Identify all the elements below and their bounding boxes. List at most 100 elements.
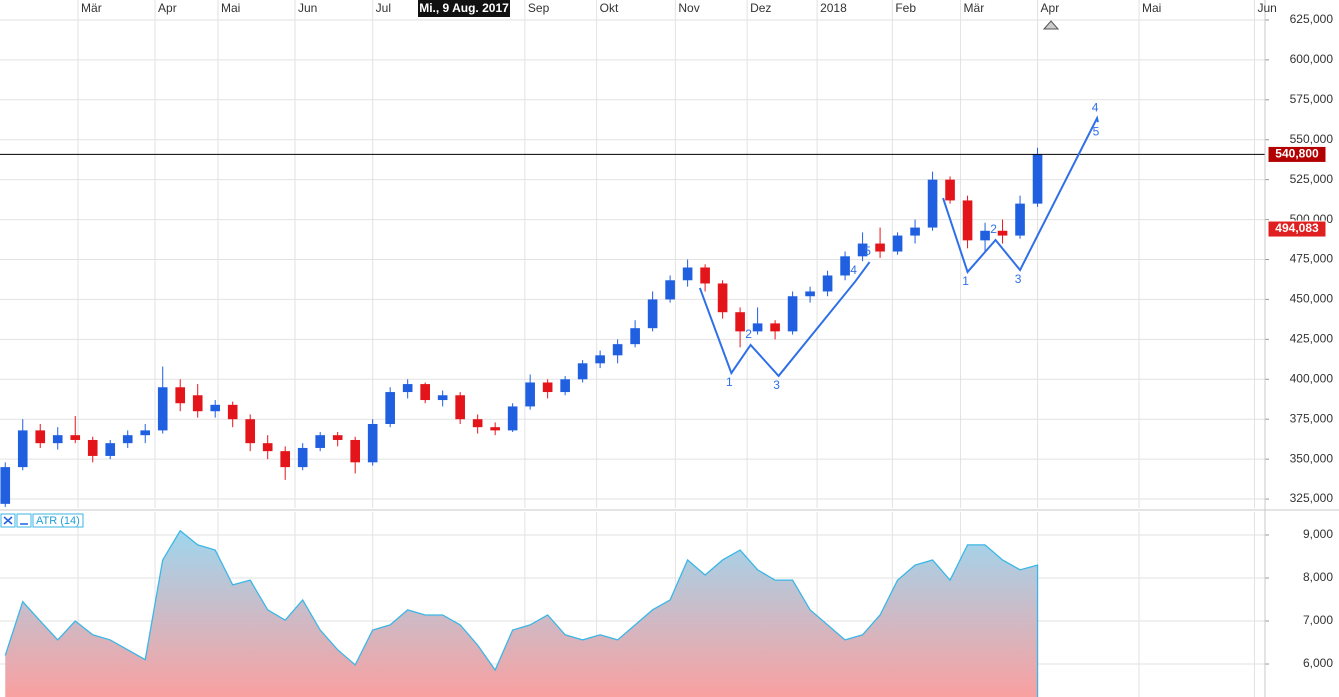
candle-body (385, 392, 395, 424)
candle-body (927, 179, 938, 228)
candle-body (210, 404, 221, 412)
candle-body (997, 230, 1008, 236)
y-tick-label: 625,000 (1290, 12, 1334, 26)
candle-body (735, 312, 745, 332)
today-marker[interactable] (1042, 20, 1060, 30)
x-tick-label: Apr (1041, 1, 1060, 15)
y-tick-label: 350,000 (1290, 451, 1334, 465)
candle-body (980, 230, 990, 241)
candle-body (122, 435, 133, 444)
x-tick-label: Jun (298, 1, 317, 15)
candle-body (472, 419, 483, 428)
candle-body (787, 296, 798, 332)
indicator-label-box[interactable] (32, 513, 84, 528)
candle-body (1032, 154, 1043, 204)
candle-body (367, 423, 378, 463)
x-tick-label: 2018 (820, 1, 847, 15)
x-tick-label: Jul (376, 1, 391, 15)
y-tick-label: 375,000 (1290, 411, 1334, 425)
x-tick-label: Mai (221, 1, 240, 15)
x-tick-label: Apr (158, 1, 177, 15)
candle-body (717, 283, 728, 313)
x-tick-label: Sep (528, 1, 550, 15)
candle-body (525, 382, 535, 407)
wave-label: 3 (773, 378, 780, 392)
candle-body (297, 447, 308, 468)
candle-body (17, 430, 28, 468)
candle-body (420, 384, 430, 401)
wave-label: 2 (990, 222, 997, 236)
x-tick-label: Dez (750, 1, 771, 15)
candle-body (0, 467, 11, 504)
candle-body (350, 439, 360, 463)
price-tag-label: 494,083 (1275, 221, 1319, 235)
y-tick-label: 475,000 (1290, 252, 1334, 266)
y-tick-label: 600,000 (1290, 52, 1334, 66)
wave-label: 4 (850, 263, 857, 277)
candle-body (822, 275, 833, 292)
y-tick-label: 9,000 (1303, 527, 1333, 541)
candle-body (700, 267, 710, 284)
candle-body (647, 299, 658, 329)
wave-label: 2 (745, 327, 752, 341)
indicator-controls: ATR (14) (0, 513, 84, 528)
x-tick-label: Mär (81, 1, 102, 15)
y-tick-label: 575,000 (1290, 92, 1334, 106)
candle-body (35, 430, 46, 444)
wave-label: 1 (962, 274, 969, 288)
candle-body (262, 443, 273, 452)
candle-body (857, 243, 868, 257)
candle-body (332, 435, 343, 440)
y-tick-label: 450,000 (1290, 292, 1334, 306)
atr-line (4, 529, 1039, 697)
candle-body (227, 404, 238, 420)
candle-body (665, 280, 675, 300)
candle-body (612, 344, 623, 356)
candle-body (175, 387, 186, 404)
candle-body (455, 395, 465, 420)
candle-body (910, 227, 920, 236)
candle-body (875, 243, 885, 252)
candle-body (595, 355, 605, 364)
wave-label: 5 (864, 244, 871, 258)
price-tag-box (1267, 220, 1327, 238)
plot-layer (0, 115, 1265, 697)
candle-body (315, 435, 325, 448)
wave-label: 3 (1015, 272, 1022, 286)
indicator-title: ATR (14) (36, 515, 80, 527)
y-tick-label: 525,000 (1290, 172, 1334, 186)
candle-body (192, 395, 203, 412)
crosshair-label: Mi., 9 Aug. 2017 (419, 1, 509, 15)
candle-body (402, 384, 413, 393)
y-tick-label: 425,000 (1290, 332, 1334, 346)
price-tag-label: 540,800 (1275, 147, 1319, 161)
candle-body (507, 406, 518, 431)
close-icon (3, 516, 13, 525)
candle-body (560, 379, 570, 393)
candle-body (542, 382, 553, 393)
x-tick-label: Mär (964, 1, 985, 15)
candle-body (1015, 203, 1025, 236)
candle-body (752, 323, 763, 332)
crosshair-box (418, 0, 510, 17)
candle-body (630, 328, 640, 345)
label-layer: Mär Apr Mai Jun Jul Sep Okt Nov Dez 2018 Feb Mär Apr… (81, 0, 1333, 670)
y-tick-label: 7,000 (1303, 613, 1333, 627)
wave-line (698, 261, 871, 378)
wave-label: 1 (726, 375, 733, 389)
candle-body (157, 387, 168, 431)
wave-label: 4 (1092, 100, 1099, 114)
y-tick-label: 325,000 (1290, 491, 1334, 505)
x-tick-label: Okt (600, 1, 619, 15)
candle-body (105, 443, 116, 456)
y-tick-label: 6,000 (1303, 656, 1333, 670)
candle-body (52, 435, 63, 444)
candle-body (805, 291, 815, 297)
candle-body (682, 267, 693, 281)
candle-body (87, 439, 98, 456)
candle-body (280, 451, 291, 468)
candle-body (892, 235, 903, 252)
minimize-button[interactable] (16, 513, 32, 528)
